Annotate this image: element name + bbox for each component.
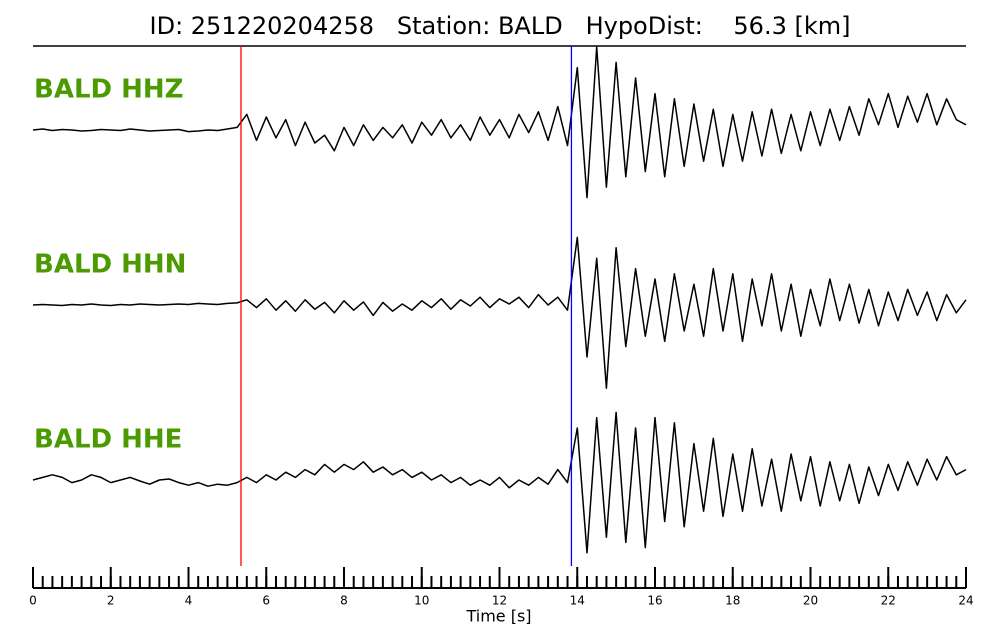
x-tick-label: 4 (185, 594, 193, 608)
trace-label: BALD HHE (34, 425, 182, 455)
x-tick-label: 14 (570, 594, 585, 608)
x-tick-label: 0 (29, 594, 37, 608)
trace-label: BALD HHZ (34, 75, 184, 105)
x-tick-label: 2 (107, 594, 115, 608)
trace (32, 411, 967, 554)
x-tick-label: 12 (492, 594, 507, 608)
x-tick-label: 8 (340, 594, 348, 608)
chart-title: ID: 251220204258 Station: BALD HypoDist:… (150, 12, 851, 40)
x-tick-label: 22 (881, 594, 896, 608)
trace-label: BALD HHN (34, 250, 186, 280)
trace (32, 236, 967, 389)
x-tick-label: 6 (262, 594, 270, 608)
trace (32, 46, 967, 199)
x-tick-label: 24 (958, 594, 973, 608)
x-tick-label: 16 (647, 594, 662, 608)
x-tick-label: 20 (803, 594, 818, 608)
x-tick-label: 18 (725, 594, 740, 608)
x-axis-label: Time [s] (465, 607, 531, 626)
x-tick-label: 10 (414, 594, 429, 608)
